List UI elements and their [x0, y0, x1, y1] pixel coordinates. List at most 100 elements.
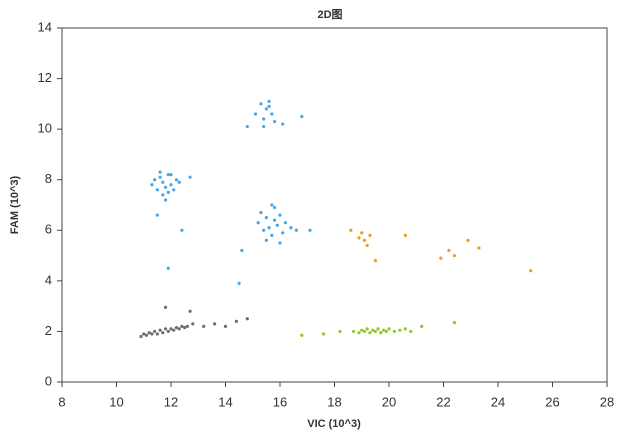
point: [259, 102, 263, 106]
point: [466, 238, 470, 242]
x-tick-label: 22: [436, 394, 450, 409]
point: [177, 327, 181, 331]
point: [264, 238, 268, 242]
point: [150, 332, 154, 336]
point: [188, 309, 192, 313]
point: [365, 327, 369, 331]
point: [368, 233, 372, 237]
x-tick-label: 14: [218, 394, 232, 409]
point: [270, 112, 274, 116]
y-tick-label: 10: [38, 121, 52, 136]
y-tick-label: 2: [45, 323, 52, 338]
point: [362, 238, 367, 242]
point: [360, 231, 364, 235]
point: [381, 328, 386, 332]
point: [379, 331, 383, 335]
point: [245, 125, 249, 129]
point: [163, 305, 168, 310]
point: [161, 180, 165, 184]
point: [174, 326, 179, 330]
point: [180, 324, 184, 328]
point: [253, 112, 258, 116]
point: [158, 328, 162, 332]
y-axis-label: FAM (10^3): [9, 175, 21, 234]
point: [294, 228, 298, 232]
x-tick-label: 8: [58, 394, 65, 409]
point: [338, 329, 342, 334]
point: [169, 327, 173, 331]
x-tick-label: 26: [545, 394, 559, 409]
point: [213, 322, 217, 326]
point: [362, 329, 367, 334]
x-tick-label: 18: [327, 394, 341, 409]
point: [267, 99, 271, 103]
point: [267, 104, 271, 108]
point: [357, 331, 361, 335]
point: [262, 117, 266, 121]
point: [169, 183, 173, 187]
point: [158, 175, 162, 179]
point: [360, 328, 364, 332]
point: [272, 119, 277, 124]
point: [264, 216, 268, 220]
point: [169, 173, 173, 177]
point: [387, 327, 391, 331]
point: [322, 332, 326, 336]
point: [245, 317, 249, 321]
point: [166, 190, 170, 194]
point: [166, 329, 170, 334]
point: [155, 188, 159, 192]
point: [452, 253, 456, 258]
y-tick-label: 6: [45, 222, 52, 237]
point: [202, 324, 206, 328]
point: [142, 332, 146, 336]
point: [161, 193, 165, 197]
point: [264, 107, 268, 111]
point: [180, 228, 184, 232]
point: [234, 319, 238, 323]
point: [223, 324, 228, 328]
point: [174, 178, 179, 182]
point: [166, 173, 170, 177]
y-tick-label: 4: [45, 272, 52, 287]
point: [477, 246, 481, 250]
point: [166, 266, 170, 270]
x-tick-label: 28: [600, 394, 614, 409]
point: [155, 213, 159, 217]
chart-title: 2D图: [317, 8, 342, 21]
point: [351, 329, 356, 334]
point: [281, 231, 285, 235]
point: [447, 248, 451, 253]
point: [403, 327, 407, 331]
point: [300, 333, 304, 337]
point: [278, 213, 282, 217]
point: [439, 256, 443, 260]
plot-frame: [61, 27, 608, 383]
point: [409, 329, 413, 334]
point: [139, 334, 143, 339]
point: [272, 205, 277, 210]
point: [188, 175, 192, 179]
point: [172, 188, 176, 192]
point: [177, 180, 181, 184]
x-tick-label: 16: [273, 394, 287, 409]
point: [308, 228, 312, 232]
y-tick-label: 14: [38, 19, 52, 34]
point: [529, 269, 533, 273]
point: [283, 221, 288, 225]
point: [185, 324, 189, 328]
y-tick-label: 12: [38, 70, 52, 85]
point: [300, 114, 304, 119]
point: [158, 170, 162, 174]
point: [398, 328, 402, 332]
point: [237, 281, 241, 285]
point: [371, 328, 375, 332]
point: [270, 233, 274, 237]
point: [163, 327, 168, 331]
point: [365, 243, 369, 248]
point: [373, 329, 377, 334]
x-tick-label: 12: [164, 394, 178, 409]
point: [147, 331, 151, 335]
x-tick-label: 24: [491, 394, 505, 409]
